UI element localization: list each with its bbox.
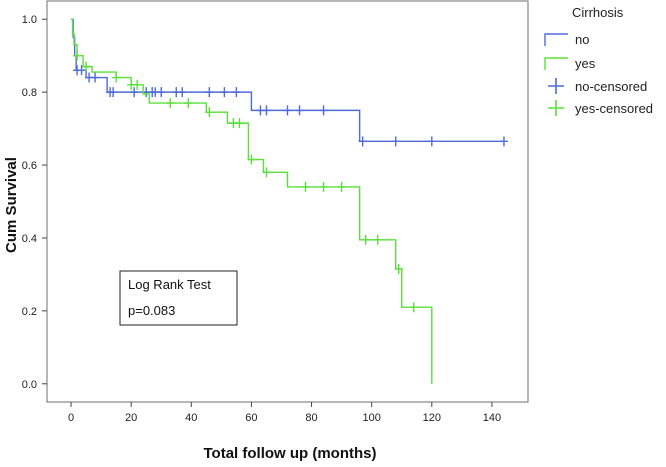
annotation-box	[119, 270, 238, 326]
censor-mark-yes	[82, 61, 91, 72]
censor-mark-yes	[166, 98, 175, 109]
x-tick-label: 60	[245, 412, 257, 424]
censor-mark-no	[283, 105, 292, 116]
legend-censor-marker-no	[548, 78, 564, 94]
censor-mark-no	[319, 105, 328, 116]
x-tick-label: 0	[68, 412, 74, 424]
censor-mark-no	[295, 105, 304, 116]
legend-entry-no-censored: no-censored	[548, 78, 647, 94]
censor-mark-no	[232, 87, 241, 98]
censor-mark-no	[205, 87, 214, 98]
censor-mark-yes	[205, 107, 214, 118]
legend-censor-marker-yes	[548, 100, 564, 116]
censor-mark-yes	[394, 263, 403, 274]
axes: 0.0 0.2 0.4 0.6 0.8 1.0 0 20 40 60 80 100 120 140	[22, 14, 501, 424]
y-tick-label: 0.6	[22, 160, 37, 172]
annotation-line-1: Log Rank Test	[128, 277, 211, 292]
series-layer	[71, 18, 508, 384]
censor-mark-no	[391, 136, 400, 147]
censor-mark-no	[91, 72, 100, 83]
censor-mark-yes	[319, 181, 328, 192]
series-yes	[71, 18, 433, 384]
x-tick-label: 80	[305, 412, 317, 424]
censor-mark-no	[77, 65, 86, 76]
legend-label-no-censored: no-censored	[575, 79, 647, 94]
censor-mark-yes	[247, 154, 256, 165]
censor-mark-no	[499, 136, 508, 147]
x-axis-title: Total follow up (months)	[203, 445, 376, 462]
censor-mark-yes	[361, 234, 370, 245]
y-axis-title: Cum Survival	[3, 157, 20, 253]
y-tick-label: 1.0	[22, 14, 37, 26]
censor-mark-no	[220, 87, 229, 98]
legend-entry-yes: yes	[544, 56, 596, 71]
censor-mark-no	[427, 136, 436, 147]
censor-mark-yes	[337, 181, 346, 192]
censor-mark-yes	[133, 79, 142, 90]
plot-area-frame	[46, 0, 529, 403]
legend-label-yes-censored: yes-censored	[575, 101, 653, 116]
legend-swatch-yes	[544, 57, 568, 70]
y-tick-label: 0.8	[22, 87, 37, 99]
censor-mark-yes	[184, 98, 193, 109]
censor-mark-yes	[373, 234, 382, 245]
censor-mark-no	[262, 105, 271, 116]
censor-mark-yes	[301, 181, 310, 192]
censor-mark-yes	[73, 50, 82, 61]
censor-mark-yes	[409, 302, 418, 313]
y-tick-label: 0.4	[22, 233, 37, 245]
censor-mark-yes	[112, 72, 121, 83]
censor-mark-yes	[235, 118, 244, 129]
x-tick-label: 120	[423, 412, 441, 424]
censor-mark-yes	[262, 167, 271, 178]
annotation-line-2: p=0.083	[128, 303, 175, 318]
log-rank-annotation: Log Rank Test p=0.083	[119, 270, 238, 326]
legend-title: Cirrhosis	[572, 5, 624, 20]
censor-mark-no	[157, 87, 166, 98]
legend-entry-no: no	[544, 32, 589, 47]
x-tick-label: 40	[185, 412, 197, 424]
x-tick-label: 140	[483, 412, 501, 424]
censor-mark-no	[178, 87, 187, 98]
legend-entry-yes-censored: yes-censored	[548, 100, 653, 116]
y-tick-label: 0.0	[22, 379, 37, 391]
censor-mark-no	[109, 87, 118, 98]
x-tick-label: 100	[362, 412, 380, 424]
legend-swatch-no	[544, 33, 568, 46]
legend-label-yes: yes	[575, 56, 596, 71]
censor-mark-no	[358, 136, 367, 147]
x-tick-label: 20	[125, 412, 137, 424]
legend-label-no: no	[575, 32, 589, 47]
legend: Cirrhosis no yes no-censored yes-censore…	[544, 5, 653, 116]
censor-mark-no	[130, 87, 139, 98]
y-tick-label: 0.2	[22, 306, 37, 318]
